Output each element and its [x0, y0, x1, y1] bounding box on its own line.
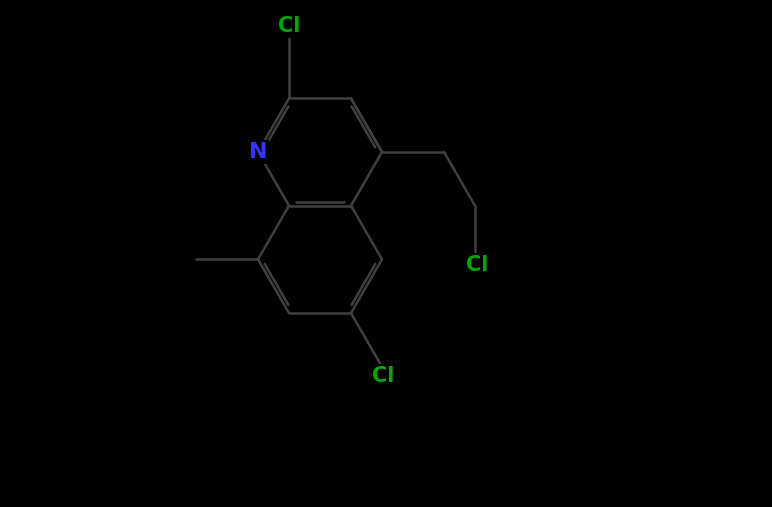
Text: Cl: Cl	[372, 366, 394, 386]
Text: Cl: Cl	[278, 16, 300, 36]
Text: N: N	[249, 142, 267, 162]
Text: Cl: Cl	[466, 256, 488, 275]
